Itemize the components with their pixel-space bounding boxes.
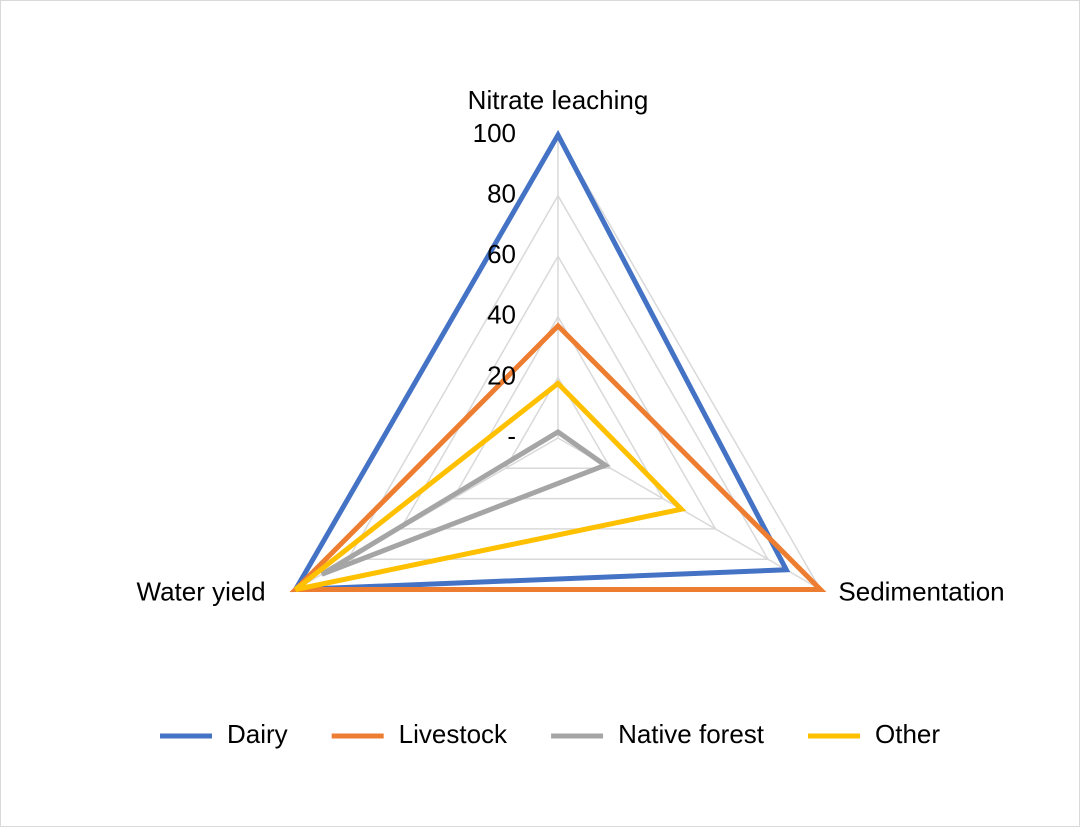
- legend-label: Native forest: [618, 719, 765, 749]
- tick-label: 20: [487, 360, 516, 390]
- category-label: Nitrate leaching: [468, 85, 649, 115]
- grid-ring: [504, 375, 612, 470]
- grid-ring: [399, 254, 717, 530]
- series-line: [291, 129, 791, 593]
- legend-label: Livestock: [399, 719, 508, 749]
- tick-label: -: [507, 421, 516, 451]
- series-line: [289, 322, 827, 592]
- tick-label: 60: [487, 239, 516, 269]
- legend-label: Dairy: [227, 719, 288, 749]
- series-line: [320, 428, 611, 577]
- tick-label: 100: [473, 118, 516, 148]
- grid-ring: [451, 315, 665, 500]
- tick-label: 80: [487, 178, 516, 208]
- category-label: Sedimentation: [838, 576, 1004, 606]
- tick-label: 40: [487, 300, 516, 330]
- series-line: [294, 380, 687, 592]
- grid-ring: [346, 194, 770, 560]
- category-label: Water yield: [137, 576, 266, 606]
- legend-label: Other: [875, 719, 940, 749]
